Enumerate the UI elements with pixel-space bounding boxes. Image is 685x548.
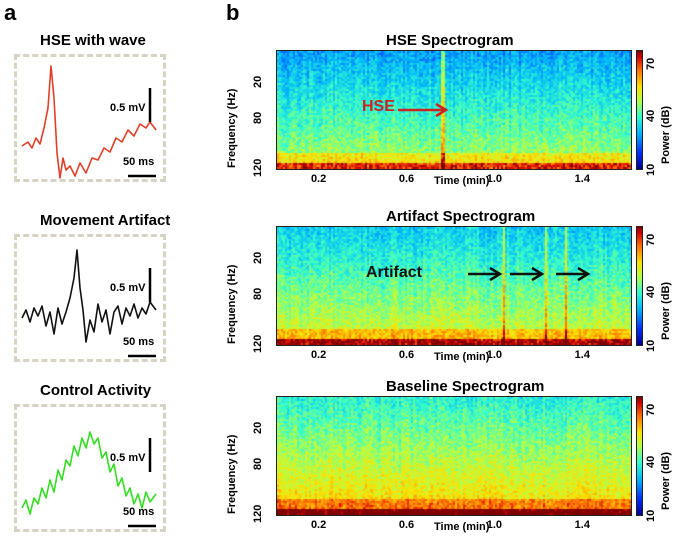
y-tick-label: 20 bbox=[252, 251, 264, 265]
x-axis-label: Time (min) bbox=[434, 521, 490, 533]
x-tick-label: 1.4 bbox=[574, 173, 590, 185]
trace-plot bbox=[21, 65, 157, 179]
y-axis-label: Frequency (Hz) bbox=[226, 434, 238, 514]
spectrogram-plot bbox=[276, 396, 632, 516]
x-tick-label: 1.0 bbox=[486, 173, 503, 185]
colorbar-tick-label: 70 bbox=[645, 403, 657, 416]
y-tick-label: 80 bbox=[252, 111, 264, 124]
amplitude-scale-label: 0.5 mV bbox=[110, 102, 146, 114]
artifact-arrow bbox=[468, 266, 503, 282]
spectrogram-heatmap bbox=[277, 227, 631, 345]
trace-title: HSE with wave bbox=[40, 32, 146, 49]
x-axis-label: Time (min) bbox=[434, 175, 490, 187]
spectrogram-plot bbox=[276, 50, 632, 170]
x-tick-label: 1.4 bbox=[574, 519, 590, 531]
colorbar bbox=[636, 226, 643, 346]
trace-line bbox=[21, 431, 157, 515]
trace-line bbox=[21, 249, 157, 343]
amplitude-scale-label: 0.5 mV bbox=[110, 282, 146, 294]
trace-title: Movement Artifact bbox=[40, 212, 171, 229]
x-tick-label: 1.4 bbox=[574, 349, 590, 361]
time-scale-label: 50 ms bbox=[123, 336, 155, 348]
spectrogram-heatmap bbox=[277, 397, 631, 515]
y-axis-label: Frequency (Hz) bbox=[226, 264, 238, 344]
trace-title: Control Activity bbox=[40, 382, 152, 399]
trace-plot bbox=[21, 249, 157, 358]
y-tick-label: 120 bbox=[252, 158, 264, 178]
y-tick-label: 20 bbox=[252, 421, 264, 435]
time-scale-label: 50 ms bbox=[123, 156, 155, 168]
y-tick-label: 20 bbox=[252, 75, 264, 89]
trace-box bbox=[14, 54, 166, 182]
x-tick-label: 1.0 bbox=[486, 519, 503, 531]
trace-plot bbox=[21, 431, 157, 528]
colorbar-tick-label: 10 bbox=[645, 509, 657, 522]
y-tick-label: 120 bbox=[252, 334, 264, 354]
x-tick-label: 0.6 bbox=[398, 173, 415, 185]
colorbar-tick-label: 70 bbox=[645, 57, 657, 70]
x-tick-label: 0.6 bbox=[398, 519, 415, 531]
hse-arrow bbox=[398, 102, 449, 118]
colorbar-label: Power (dB) bbox=[660, 281, 672, 340]
colorbar-tick-label: 40 bbox=[645, 109, 657, 122]
spectrogram-heatmap bbox=[277, 51, 631, 169]
spectrogram-title: Artifact Spectrogram bbox=[386, 208, 536, 225]
spectrogram-title: Baseline Spectrogram bbox=[386, 378, 545, 395]
colorbar-label: Power (dB) bbox=[660, 105, 672, 164]
y-axis-label: Frequency (Hz) bbox=[226, 88, 238, 168]
x-tick-label: 0.2 bbox=[310, 173, 327, 185]
amplitude-scale-label: 0.5 mV bbox=[110, 452, 146, 464]
x-tick-label: 0.2 bbox=[310, 349, 327, 361]
colorbar bbox=[636, 396, 643, 516]
panel-b-letter: b bbox=[226, 0, 240, 25]
artifact-annotation: Artifact bbox=[366, 264, 423, 281]
x-axis-label: Time (min) bbox=[434, 351, 490, 363]
trace-box bbox=[14, 404, 166, 532]
spectrogram-plot bbox=[276, 226, 632, 346]
y-tick-label: 80 bbox=[252, 287, 264, 300]
colorbar-tick-label: 40 bbox=[645, 455, 657, 468]
colorbar-tick-label: 40 bbox=[645, 285, 657, 298]
trace-line bbox=[21, 65, 157, 179]
trace-box bbox=[14, 234, 166, 362]
x-tick-label: 0.2 bbox=[310, 519, 327, 531]
y-tick-label: 120 bbox=[252, 504, 264, 524]
colorbar-tick-label: 10 bbox=[645, 339, 657, 352]
x-tick-label: 1.0 bbox=[486, 349, 503, 361]
colorbar bbox=[636, 50, 643, 170]
colorbar-tick-label: 70 bbox=[645, 233, 657, 246]
time-scale-label: 50 ms bbox=[123, 506, 155, 518]
panel-a-letter: a bbox=[4, 0, 17, 25]
y-tick-label: 80 bbox=[252, 457, 264, 470]
artifact-arrow bbox=[555, 266, 591, 282]
colorbar-label: Power (dB) bbox=[660, 451, 672, 510]
colorbar-tick-label: 10 bbox=[645, 163, 657, 176]
hse-annotation: HSE bbox=[362, 98, 395, 115]
spectrogram-title: HSE Spectrogram bbox=[386, 32, 514, 49]
x-tick-label: 0.6 bbox=[398, 349, 415, 361]
artifact-arrow bbox=[510, 266, 545, 282]
